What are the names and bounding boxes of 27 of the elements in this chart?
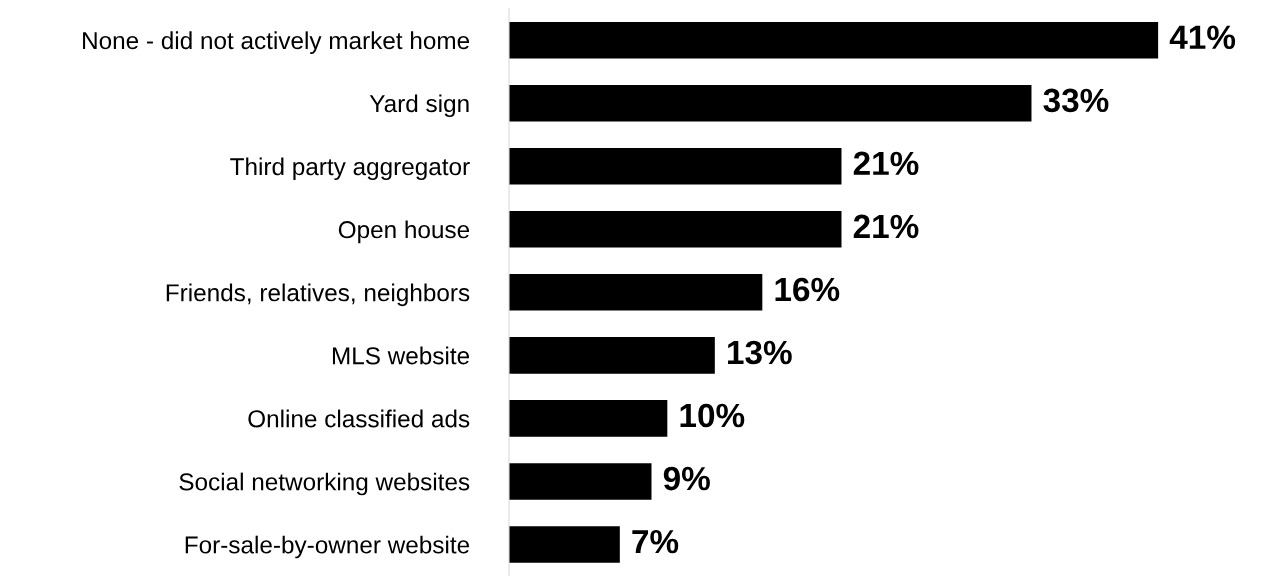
data-label: 13% (728, 340, 792, 365)
data-label: 21% (853, 214, 919, 239)
data-label: 7% (632, 529, 679, 554)
data-label: 33% (1043, 88, 1109, 113)
y-tick-label: Online classified ads (248, 409, 470, 428)
y-tick-label: Open house (338, 220, 470, 244)
bar (509, 274, 763, 311)
data-label: 41% (1169, 25, 1236, 50)
bar (509, 147, 842, 185)
bar (509, 526, 620, 563)
y-tick-label: For-sale-by-owner website (185, 535, 470, 559)
y-tick-label: None - did not actively market home (83, 31, 470, 55)
bar (509, 400, 668, 437)
y-tick-label: Social networking websites (179, 472, 470, 496)
bar (509, 337, 715, 374)
y-tick-label: MLS website (332, 346, 470, 365)
y-tick-label: Friends, relatives, neighbors (166, 283, 470, 307)
bar (509, 211, 842, 248)
data-label: 16% (775, 277, 840, 302)
data-label: 10% (680, 403, 745, 428)
data-label: 9% (663, 466, 710, 491)
y-tick-label: Yard sign (369, 94, 469, 118)
data-label: 21% (853, 151, 919, 176)
y-tick-label: Third party aggregator (230, 157, 470, 181)
bar (509, 21, 1159, 59)
bar (509, 84, 1032, 122)
bar (509, 463, 652, 500)
